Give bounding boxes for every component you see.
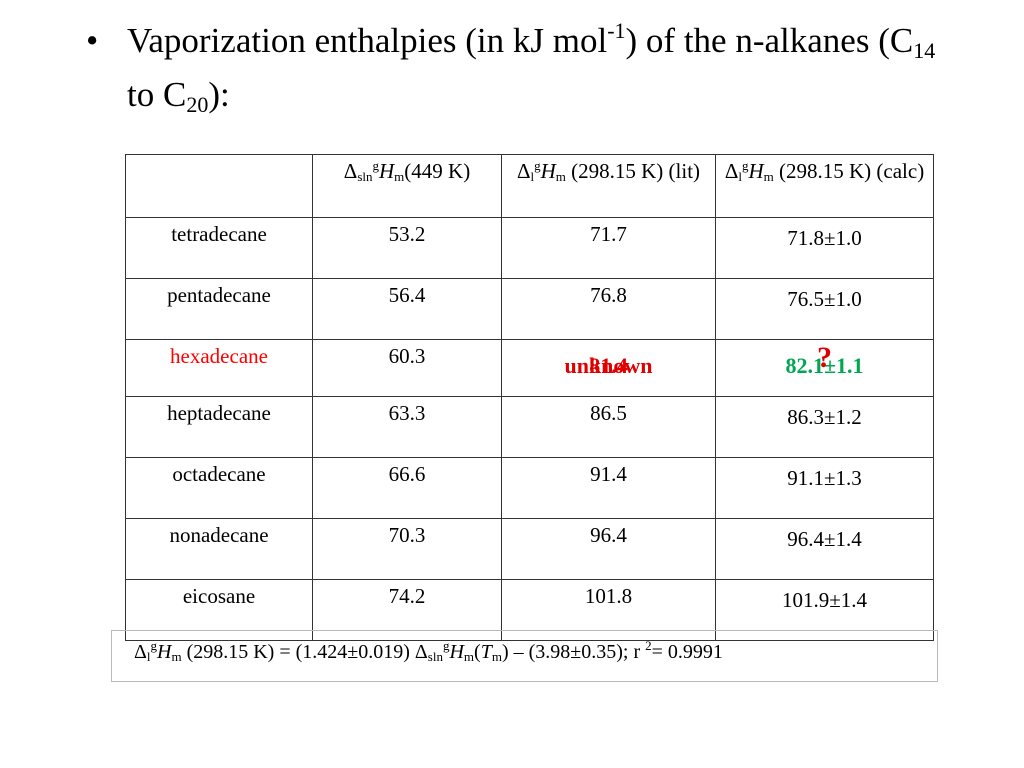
sln-value: 60.3 bbox=[312, 339, 502, 397]
header-lit: ΔlgHm (298.15 K) (lit) bbox=[501, 154, 716, 218]
sln-value: 56.4 bbox=[312, 278, 502, 340]
calc-value: 86.3±1.2 bbox=[715, 396, 934, 458]
sln-value: 70.3 bbox=[312, 518, 502, 580]
header-calc: ΔlgHm (298.15 K) (calc) bbox=[715, 154, 934, 218]
correlation-equation-box: ΔlgHm (298.15 K) = (1.424±0.019) ΔslngHm… bbox=[111, 630, 938, 682]
lit-value: 76.8 bbox=[501, 278, 716, 340]
calc-value: 76.5±1.0 bbox=[715, 278, 934, 340]
table-row: nonadecane 70.3 96.4 96.4±1.4 bbox=[125, 518, 934, 580]
alkane-name: tetradecane bbox=[125, 217, 313, 279]
table-row: heptadecane 63.3 86.5 86.3±1.2 bbox=[125, 396, 934, 458]
lit-value: 71.7 bbox=[501, 217, 716, 279]
calc-value-highlighted: 82.1±1.1 bbox=[785, 353, 864, 378]
table-row: pentadecane 56.4 76.8 76.5±1.0 bbox=[125, 278, 934, 340]
table-row: octadecane 66.6 91.4 91.1±1.3 bbox=[125, 457, 934, 519]
correlation-equation: ΔlgHm (298.15 K) = (1.424±0.019) ΔslngHm… bbox=[134, 638, 723, 664]
sln-value: 66.6 bbox=[312, 457, 502, 519]
alkane-name: heptadecane bbox=[125, 396, 313, 458]
calc-value-overlay: 82.1±1.1 ? bbox=[715, 339, 934, 397]
alkane-name: nonadecane bbox=[125, 518, 313, 580]
lit-value: 91.4 bbox=[501, 457, 716, 519]
header-empty-cell bbox=[125, 154, 313, 218]
table-row: tetradecane 53.2 71.7 71.8±1.0 bbox=[125, 217, 934, 279]
lit-value: 96.4 bbox=[501, 518, 716, 580]
lit-value-overlapping: 81.4 bbox=[589, 353, 628, 378]
sln-value: 63.3 bbox=[312, 396, 502, 458]
alkane-name: pentadecane bbox=[125, 278, 313, 340]
bullet-icon: • bbox=[86, 21, 99, 60]
lit-value: 86.5 bbox=[501, 396, 716, 458]
question-mark-icon: ? bbox=[817, 341, 832, 374]
unknown-label: unknown bbox=[564, 353, 653, 378]
calc-value: 96.4±1.4 bbox=[715, 518, 934, 580]
table-header-row: ΔslngHm(449 K) ΔlgHm (298.15 K) (lit) Δl… bbox=[125, 154, 934, 218]
calc-value: 91.1±1.3 bbox=[715, 457, 934, 519]
alkane-name: octadecane bbox=[125, 457, 313, 519]
alkane-name-highlighted: hexadecane bbox=[125, 339, 313, 397]
title-text: Vaporization enthalpies (in kJ mol-1) of… bbox=[127, 18, 936, 117]
enthalpy-table: ΔslngHm(449 K) ΔlgHm (298.15 K) (lit) Δl… bbox=[125, 154, 934, 641]
sln-value: 53.2 bbox=[312, 217, 502, 279]
table-row-highlighted: hexadecane 60.3 unknown 81.4 82.1±1.1 ? bbox=[125, 339, 934, 397]
calc-value: 71.8±1.0 bbox=[715, 217, 934, 279]
lit-value-overlay: unknown 81.4 bbox=[501, 339, 716, 397]
header-sln-449: ΔslngHm(449 K) bbox=[312, 154, 502, 218]
